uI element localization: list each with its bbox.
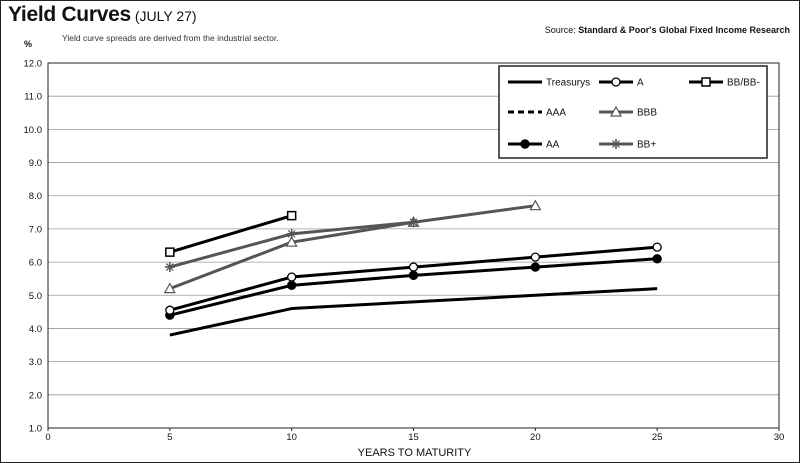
x-tick-label: 5 <box>167 432 172 443</box>
y-tick-label: 8.0 <box>29 191 42 202</box>
data-point-bb-bb <box>165 247 175 257</box>
data-point-a <box>408 262 419 272</box>
legend-item-treasurys: Treasurys <box>508 78 590 89</box>
source-prefix: Source: <box>544 25 576 35</box>
legend-item-a: A <box>599 77 644 89</box>
legend-label: BB+ <box>637 140 656 151</box>
chart-source: Source: Standard & Poor's Global Fixed I… <box>545 25 790 35</box>
legend-label: BB/BB- <box>727 78 760 89</box>
source-name: Standard & Poor's Global Fixed Income Re… <box>578 25 790 35</box>
y-tick-label: 1.0 <box>29 424 42 435</box>
x-tick-label: 25 <box>652 432 663 443</box>
legend-marker <box>611 77 621 87</box>
y-tick-label: 2.0 <box>29 390 42 401</box>
star-bar <box>165 263 174 271</box>
legend-label: Treasurys <box>546 78 590 89</box>
series-a <box>165 242 662 315</box>
legend-marker <box>611 139 621 149</box>
data-point-aa <box>652 254 662 264</box>
data-point-a <box>530 252 540 262</box>
data-point-bb <box>164 262 175 273</box>
data-point-aa <box>286 280 297 291</box>
legend-marker <box>520 139 530 149</box>
y-tick-label: 9.0 <box>29 158 42 169</box>
y-tick-label: 11.0 <box>24 92 42 103</box>
legend-label: A <box>637 78 644 89</box>
legend-label: BBB <box>637 108 657 119</box>
series-line-treasurys <box>169 287 658 337</box>
series-layer <box>163 199 662 337</box>
series-treasurys <box>169 287 658 337</box>
tick-layer: 1.0 2.0 3.0 4.0 5.0 6.0 7.0 8.0 9.0 10.0 11.0 12.0 0… <box>24 59 785 444</box>
chart-title-date: (JULY 27) <box>134 8 197 24</box>
y-tick-label: 12.0 <box>24 59 43 70</box>
y-tick-label: 4.0 <box>29 324 42 335</box>
x-tick-label: 0 <box>45 432 50 443</box>
x-axis-label: YEARS TO MATURITY <box>358 447 472 459</box>
data-point-aa <box>530 262 541 272</box>
data-point-aa <box>408 270 419 281</box>
y-tick-label: 5.0 <box>29 291 42 302</box>
chart-subtitle: Yield curve spreads are derived from the… <box>62 33 279 43</box>
data-point-bb <box>286 228 297 239</box>
legend-item-aa: AA <box>508 139 560 151</box>
y-tick-label: 10.0 <box>24 125 43 136</box>
x-tick-label: 20 <box>530 432 541 443</box>
legend-item-bb: BB+ <box>599 139 656 151</box>
y-tick-label: 3.0 <box>29 357 42 368</box>
star-bar <box>409 218 418 227</box>
data-point-bb-bb <box>286 210 297 221</box>
y-tick-label: 6.0 <box>29 258 42 269</box>
series-bb-bb <box>165 210 297 257</box>
series-line-bb-bb <box>169 214 293 254</box>
chart-title-main: Yield Curves <box>8 3 131 26</box>
legend-item-aaa: AAA <box>508 108 566 119</box>
x-tick-label: 30 <box>774 432 785 443</box>
x-tick-label: 10 <box>286 432 297 443</box>
data-point-a <box>165 305 175 315</box>
data-point-bb <box>408 217 419 228</box>
legend-label: AAA <box>546 108 566 119</box>
y-tick-label: 7.0 <box>29 224 42 235</box>
series-line-bbb <box>169 204 536 291</box>
legend-marker <box>701 77 711 87</box>
legend-marker <box>609 105 623 117</box>
star-bar <box>287 229 296 238</box>
chart-title: Yield Curves (JULY 27) <box>8 3 197 27</box>
legend-label: AA <box>546 140 560 151</box>
series-bb <box>164 217 419 273</box>
data-point-bbb <box>529 199 542 211</box>
data-point-bbb <box>163 282 176 294</box>
data-point-a <box>287 272 297 282</box>
data-point-bbb <box>285 235 298 247</box>
data-point-a <box>652 242 662 252</box>
legend-item-bb-bb: BB/BB- <box>689 77 760 89</box>
series-aa <box>165 254 662 320</box>
star-bar <box>612 140 620 148</box>
y-axis-unit-label: % <box>24 39 33 49</box>
x-tick-label: 15 <box>408 432 419 443</box>
legend-item-bbb: BBB <box>599 105 657 119</box>
